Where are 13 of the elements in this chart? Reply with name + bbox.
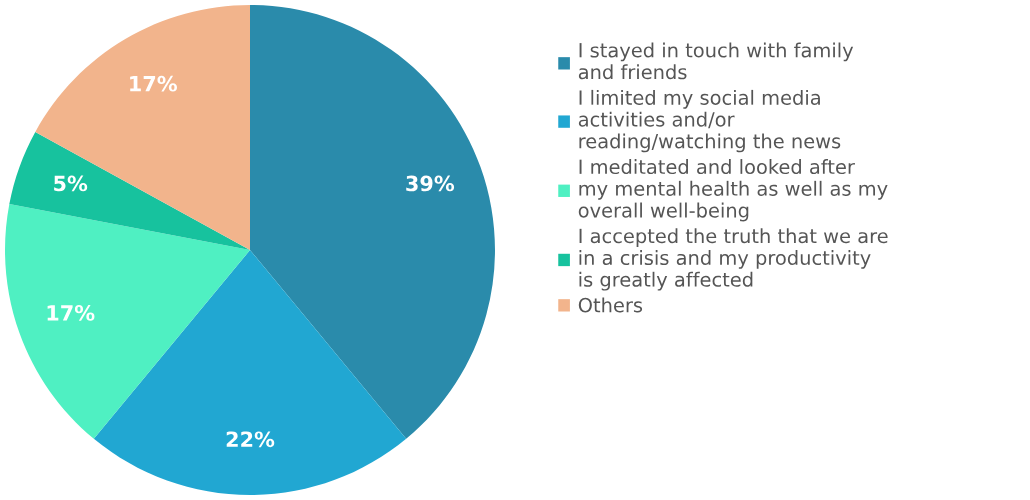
data-label: 17%	[130, 75, 177, 92]
data-label: 5%	[54, 175, 88, 192]
legend-label: Others	[578, 297, 643, 313]
data-label: 22%	[226, 431, 275, 448]
pie-slice	[35, 5, 250, 250]
legend-label: I meditated and looked after my mental health as well as my overall well-being	[578, 159, 888, 222]
legend-label: I accepted the truth that we are in a crisis and my productivity is greatly affected	[579, 228, 888, 291]
data-label: 17%	[47, 305, 95, 321]
legend-label: I stayed in touch with family and friends	[578, 42, 854, 80]
legend-label: I limited my social media activities and/or reading/watching the news	[578, 89, 841, 153]
data-label: 39%	[406, 175, 455, 192]
pie-slice	[93, 250, 407, 495]
pie-slice	[9, 131, 250, 250]
